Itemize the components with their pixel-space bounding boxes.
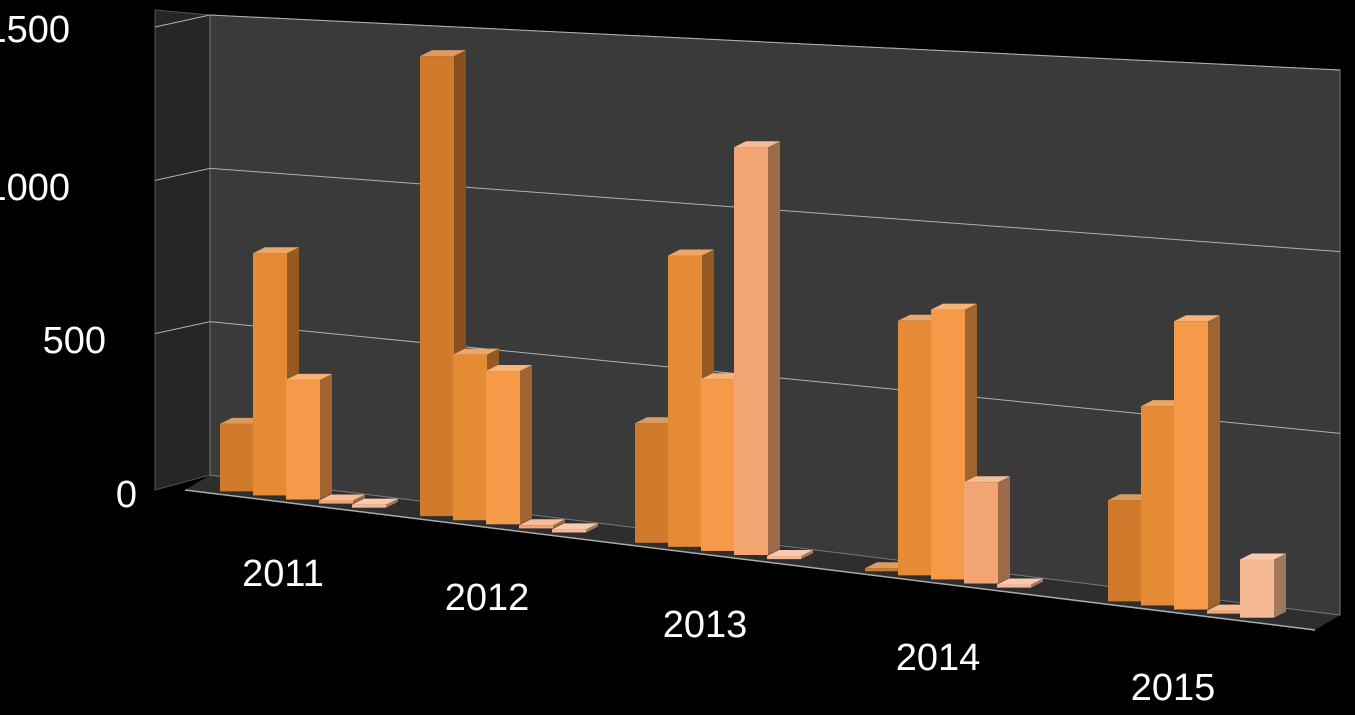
bar-side [553, 519, 565, 529]
bar [420, 56, 454, 517]
gridline-side [154, 321, 211, 335]
bar [898, 320, 932, 576]
y-tick-label: 1000 [0, 167, 70, 209]
bar [319, 500, 353, 504]
bar [286, 379, 320, 500]
gridline [209, 14, 1341, 71]
x-tick-label: 2012 [445, 577, 530, 619]
bar-top [734, 141, 780, 148]
x-tick-label: 2014 [896, 637, 981, 679]
bar-top [286, 373, 332, 380]
bar-top [997, 578, 1043, 585]
bar [1174, 321, 1208, 610]
bar-top [253, 247, 299, 254]
bar-top [453, 348, 499, 355]
bar [865, 568, 899, 572]
x-tick-label: 2013 [663, 604, 748, 646]
gridline-side [154, 167, 211, 181]
x-tick-label: 2011 [242, 553, 324, 595]
bar-side [353, 494, 365, 504]
bar-side [768, 141, 780, 555]
bar [486, 370, 520, 525]
bar [253, 253, 287, 496]
bar-top [519, 519, 565, 526]
bar [220, 423, 254, 492]
bar-side [998, 476, 1010, 584]
bar [519, 525, 553, 529]
bar [552, 529, 586, 533]
bar-top [668, 249, 714, 256]
bar-side [520, 365, 532, 525]
bar-side [386, 498, 398, 508]
x-tick-label: 2015 [1131, 667, 1216, 709]
chart-side-wall [154, 9, 211, 491]
bar [1207, 610, 1241, 614]
bar [701, 379, 735, 551]
bar [453, 354, 487, 521]
x-axis-line [184, 489, 1316, 631]
gridline-side [154, 14, 211, 28]
bar-top [352, 498, 398, 505]
bar [668, 255, 702, 547]
bar [1240, 559, 1274, 618]
bar-top [931, 303, 977, 310]
bar-side [1274, 553, 1286, 618]
bar [734, 147, 768, 556]
bar [767, 556, 801, 560]
bar [1108, 500, 1142, 602]
bar-top [319, 494, 365, 501]
bar [997, 584, 1031, 588]
bar-side [320, 373, 332, 500]
bar [1141, 406, 1175, 606]
bar-top [964, 476, 1010, 483]
bar-side [1208, 315, 1220, 610]
bar-top [1174, 315, 1220, 322]
bar-top [1240, 553, 1286, 560]
y-tick-label: 1500 [0, 9, 70, 51]
y-tick-label: 0 [116, 474, 137, 516]
bar [931, 309, 965, 580]
bar-top [420, 50, 466, 57]
bar-top [552, 523, 598, 530]
bar [635, 423, 669, 543]
bar [352, 504, 386, 508]
bar-side [586, 523, 598, 533]
bar-side [801, 550, 813, 560]
bar [964, 482, 998, 584]
bar-top [486, 365, 532, 371]
y-tick-label: 500 [43, 320, 106, 362]
bar-top [767, 550, 813, 556]
bar-side [1031, 578, 1043, 588]
